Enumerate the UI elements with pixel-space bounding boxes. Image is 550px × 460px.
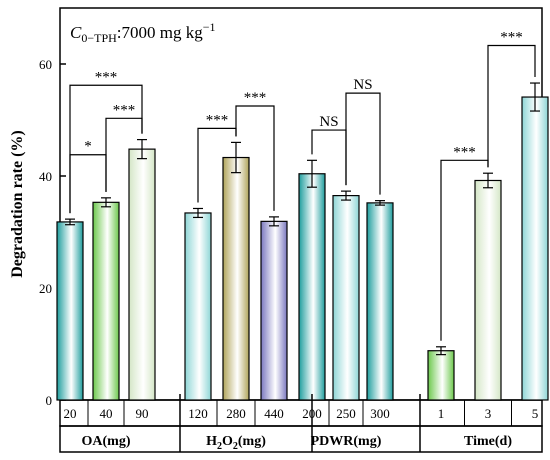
- bar: [474, 179, 502, 401]
- category-label: 20: [64, 406, 77, 421]
- bar: [366, 202, 394, 401]
- group-label: OA(mg): [82, 434, 131, 449]
- significance-label: ***: [113, 102, 136, 118]
- concentration-annotation: C0−TPH:7000 mg kg−1: [70, 20, 216, 45]
- y-tick-label: 0: [46, 393, 53, 408]
- bar: [332, 195, 360, 401]
- significance-label: ***: [500, 30, 523, 46]
- bars-layer: [56, 82, 549, 401]
- label-row: [59, 399, 543, 427]
- bar: [298, 173, 326, 401]
- bar: [427, 350, 455, 401]
- annotation-superscript: −1: [203, 20, 216, 34]
- significance-bracket: [345, 92, 381, 195]
- y-axis: 0 20 40 60: [39, 57, 66, 408]
- category-label: 5: [532, 406, 539, 421]
- group-row: [59, 425, 543, 453]
- annotation-italic: C: [70, 23, 82, 42]
- significance-bracket: [69, 84, 143, 214]
- category-label: 40: [100, 406, 113, 421]
- significance-label: *: [84, 139, 92, 155]
- significance-label: NS: [319, 114, 338, 130]
- category-label: 440: [264, 406, 284, 421]
- category-label: 280: [226, 406, 246, 421]
- bar: [128, 148, 156, 401]
- y-tick-label: 40: [39, 169, 52, 184]
- significance-label: ***: [95, 69, 118, 85]
- bar: [260, 220, 288, 401]
- bar: [222, 156, 250, 401]
- bar: [56, 221, 84, 401]
- category-label: 3: [485, 406, 492, 421]
- category-label: 120: [188, 406, 208, 421]
- bar: [92, 201, 120, 401]
- significance-label: ***: [244, 90, 267, 106]
- category-label: 90: [136, 406, 149, 421]
- category-label: 250: [336, 406, 356, 421]
- category-label: 300: [370, 406, 390, 421]
- significance-label: ***: [206, 112, 229, 128]
- bar: [184, 212, 212, 401]
- annotation-subscript: 0−TPH: [81, 31, 117, 45]
- group-label: PDWR(mg): [311, 434, 382, 449]
- significance-bracket: [235, 105, 275, 211]
- significance-bracket: [487, 44, 536, 168]
- group-label: H2O2(mg): [206, 434, 266, 452]
- bar: [521, 96, 549, 401]
- group-label: Time(d): [464, 434, 512, 449]
- y-tick-label: 60: [39, 57, 52, 72]
- category-label: 1: [438, 406, 445, 421]
- significance-label: ***: [453, 144, 476, 160]
- y-axis-title: Degradation rate (%): [9, 130, 26, 278]
- annotation-text: :7000 mg kg: [117, 23, 203, 42]
- y-tick-label: 20: [39, 281, 52, 296]
- significance-label: NS: [353, 77, 372, 93]
